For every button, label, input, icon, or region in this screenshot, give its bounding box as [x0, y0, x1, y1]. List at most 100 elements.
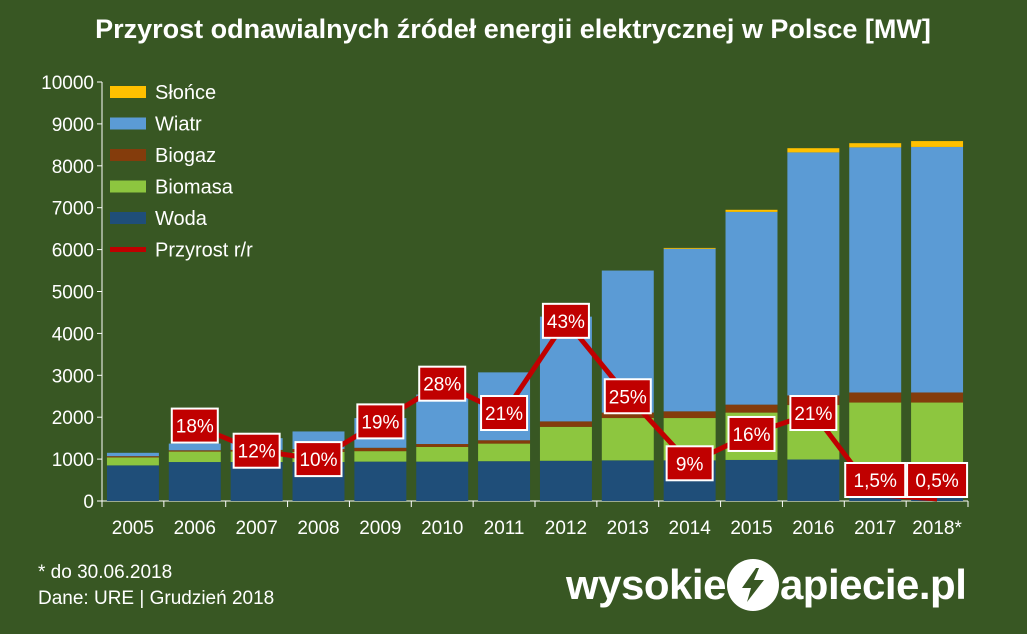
logo-text-right: apiecie.pl — [779, 561, 967, 608]
x-tick-label: 2017 — [854, 518, 896, 539]
y-tick-label: 9000 — [52, 115, 94, 136]
growth-label: 9% — [676, 454, 704, 475]
growth-label: 21% — [794, 404, 832, 425]
x-tick-label: 2012 — [545, 518, 587, 539]
y-tick-label: 4000 — [52, 324, 94, 345]
legend-label: Biogaz — [155, 145, 216, 167]
bar-segment-wiatr — [787, 152, 840, 396]
legend-swatch — [110, 86, 146, 98]
bar-segment-biogaz — [354, 447, 407, 452]
bar-segment-woda — [106, 465, 159, 501]
y-axis: 0 1000 2000 3000 4000 5000 6000 7000 8000 9000 100… — [41, 73, 103, 513]
bar-segment-biogaz — [478, 440, 531, 444]
bar-segment-biogaz — [725, 404, 778, 413]
chart-title: Przyrost odnawialnych źródeł energii ele… — [95, 14, 931, 44]
lightning-bolt-icon — [726, 559, 779, 611]
growth-label-box — [603, 378, 652, 415]
site-logo: wysokie apiecie.pl — [566, 555, 967, 615]
bar-segment-biomasa — [354, 451, 407, 462]
x-tick-label: 2010 — [421, 518, 463, 539]
growth-label-box — [170, 407, 219, 444]
bar-segment-biomasa — [601, 418, 654, 461]
bar-segment-wiatr — [168, 443, 221, 451]
growth-label: 28% — [423, 375, 461, 396]
growth-label: 16% — [732, 425, 770, 446]
x-tick-label: 2018* — [912, 518, 962, 539]
bar-segment-woda — [354, 461, 407, 501]
x-tick-label: 2007 — [236, 518, 278, 539]
x-tick-label: 2015 — [730, 518, 772, 539]
bar-segment-biogaz — [539, 421, 592, 427]
growth-label-box — [906, 462, 969, 498]
y-tick-label: 2000 — [52, 408, 94, 429]
growth-label: 19% — [361, 412, 399, 433]
x-tick-label: 2006 — [174, 518, 216, 539]
legend-label: Słońce — [155, 82, 216, 104]
growth-label-box — [844, 462, 907, 498]
footnote-source: Dane: URE | Grudzień 2018 — [38, 588, 275, 609]
bar-segment-biomasa — [106, 457, 159, 466]
bar-segment-biomasa — [478, 443, 531, 462]
logo-text-left: wysokie — [566, 561, 726, 608]
growth-label-box — [356, 403, 405, 440]
bar-segment-słońce — [911, 141, 964, 147]
growth-label: 1,5% — [854, 471, 897, 492]
footnote-note: * do 30.06.2018 — [38, 562, 173, 583]
bar-segment-woda — [168, 462, 221, 501]
bar-segment-woda — [725, 459, 778, 501]
bar-segment-biogaz — [106, 456, 159, 458]
x-tick-label: 2016 — [792, 518, 834, 539]
bar-segment-biogaz — [601, 412, 654, 419]
growth-label: 21% — [485, 404, 523, 425]
bar-segment-woda — [601, 460, 654, 501]
legend-swatch — [110, 212, 146, 224]
bar-segment-woda — [478, 461, 531, 501]
bar-segment-słońce — [663, 247, 716, 249]
bar-segment-wiatr — [663, 248, 716, 412]
bar-segment-biomasa — [416, 446, 469, 462]
legend-label: Wiatr — [155, 114, 202, 136]
bar-segment-biomasa — [539, 426, 592, 461]
legend-swatch — [110, 117, 146, 130]
bar-segment-słońce — [849, 143, 902, 148]
growth-label-box — [232, 432, 281, 469]
growth-line: 18% 12% 10% 19% 28% 21% 43% 25% 9% 16% 21% 1,5% 0,5% — [170, 302, 969, 502]
y-tick-label: 6000 — [52, 241, 94, 262]
x-tick-label: 2009 — [359, 518, 401, 539]
legend-label: Woda — [155, 208, 208, 230]
bar-segment-biogaz — [911, 392, 964, 403]
bar-segment-wiatr — [849, 147, 902, 393]
bar-segment-wiatr — [416, 394, 469, 445]
legend-swatch — [110, 180, 146, 193]
y-tick-label: 3000 — [52, 366, 94, 387]
growth-label-box — [727, 415, 776, 452]
y-tick-label: 5000 — [52, 283, 94, 304]
x-tick-label: 2011 — [484, 518, 525, 539]
x-axis: 2005 2006 2007 2008 2009 2010 2011 2012 2013 2014… — [101, 500, 969, 539]
growth-label-box — [665, 445, 714, 482]
y-tick-label: 0 — [83, 492, 94, 513]
bar-segment-biogaz — [849, 392, 902, 403]
bar-segment-biogaz — [663, 411, 716, 419]
growth-label: 18% — [176, 417, 214, 438]
growth-label-box — [418, 365, 467, 402]
growth-label: 12% — [238, 442, 276, 463]
x-tick-label: 2013 — [607, 518, 649, 539]
growth-label: 10% — [299, 450, 337, 471]
y-tick-label: 7000 — [52, 199, 94, 220]
bar-segment-biogaz — [168, 450, 221, 452]
legend-label: Przyrost r/r — [155, 240, 253, 262]
growth-label-box — [541, 302, 590, 339]
y-tick-label: 1000 — [52, 450, 94, 471]
legend: Słońce Wiatr Biogaz Biomasa Woda Przyrost r/r — [110, 82, 253, 262]
growth-label-box — [480, 395, 529, 432]
x-tick-label: 2005 — [112, 518, 154, 539]
x-tick-label: 2008 — [297, 518, 339, 539]
bar-segment-wiatr — [725, 211, 778, 405]
growth-label: 43% — [547, 312, 585, 333]
bar-segment-wiatr — [106, 452, 159, 457]
y-tick-label: 10000 — [41, 73, 94, 94]
bar-segment-woda — [539, 460, 592, 501]
legend-label: Biomasa — [155, 177, 234, 199]
